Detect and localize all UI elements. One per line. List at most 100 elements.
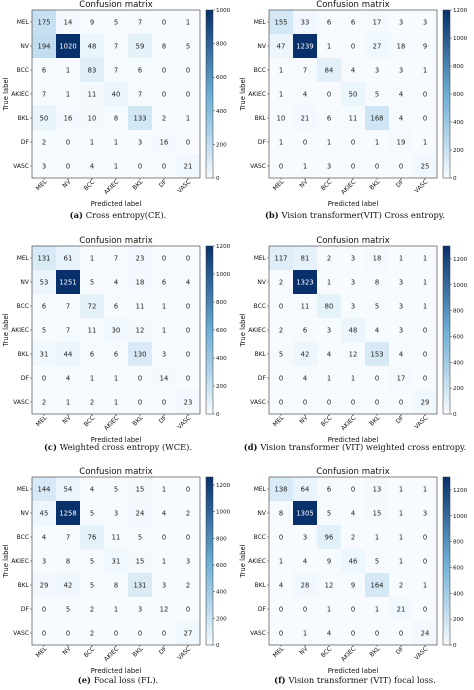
cell-value-label: 3 — [42, 162, 46, 170]
colorbar-segment — [206, 611, 213, 616]
colorbar-segment — [206, 552, 213, 558]
heatmap-cell — [32, 10, 57, 35]
cell-value-label: 96 — [325, 533, 334, 541]
cell-value-label: 31 — [112, 557, 121, 565]
cell-value-label: 12 — [325, 581, 334, 589]
cell-value-label: 1 — [114, 138, 118, 146]
y-tick-label: VASC — [250, 630, 266, 637]
heatmap-cell — [104, 621, 129, 646]
colorbar-segment — [443, 325, 450, 331]
cell-value-label: 153 — [371, 350, 384, 358]
heatmap-cell — [365, 34, 390, 59]
cell-value-label: 7 — [66, 302, 70, 310]
cell-value-label: 2 — [399, 581, 403, 589]
heatmap-cell — [269, 390, 294, 415]
x-tick-label: MEL — [272, 645, 286, 659]
cell-value-label: 0 — [375, 374, 379, 382]
colorbar-tick-label: 600 — [216, 563, 227, 569]
colorbar-segment — [443, 313, 450, 318]
heatmap-cell — [269, 130, 294, 155]
cell-value-label: 4 — [327, 350, 331, 358]
cell-value-label: 0 — [66, 138, 70, 146]
cell-value-label: 7 — [66, 326, 70, 334]
colorbar-segment — [443, 161, 450, 166]
cell-value-label: 5 — [114, 18, 118, 26]
cell-value-label: 13 — [373, 485, 382, 493]
heatmap-cell — [389, 246, 414, 271]
cell-value-label: 25 — [421, 162, 430, 170]
cell-value-label: 0 — [279, 629, 283, 637]
x-tick-label: NV — [61, 414, 73, 426]
heatmap-cell — [365, 525, 390, 550]
cell-value-label: 0 — [351, 398, 355, 406]
heatmap-cell — [80, 318, 105, 343]
colorbar-segment — [443, 556, 450, 562]
colorbar-tick-label: 200 — [453, 148, 464, 154]
colorbar-segment — [443, 119, 450, 124]
cell-value-label: 2 — [279, 278, 283, 286]
cell-value-label: 61 — [64, 254, 73, 262]
cell-value-label: 2 — [42, 138, 46, 146]
x-tick-label: NV — [298, 178, 310, 190]
colorbar-segment — [443, 615, 450, 621]
y-axis-label: True label — [239, 313, 247, 347]
heatmap-cell — [389, 10, 414, 35]
heatmap-cell — [269, 154, 294, 179]
cell-value-label: 0 — [279, 374, 283, 382]
y-axis-label: True label — [2, 313, 10, 347]
cell-value-label: 72 — [88, 302, 97, 310]
heatmap-cell — [269, 342, 294, 367]
colorbar-segment — [206, 14, 213, 19]
cell-value-label: 27 — [373, 42, 382, 50]
colorbar-frame — [205, 476, 214, 646]
heatmap-cell — [80, 621, 105, 646]
cell-value-label: 1251 — [59, 278, 76, 286]
cell-value-label: 17 — [397, 374, 406, 382]
colorbar-segment — [206, 561, 213, 566]
colorbar-segment — [443, 309, 450, 314]
heatmap-cell — [56, 342, 81, 367]
cell-value-label: 1 — [303, 162, 307, 170]
heatmap-cell — [413, 549, 438, 574]
colorbar-segment — [443, 85, 450, 91]
colorbar-frame — [442, 245, 451, 415]
heatmap-cell — [413, 597, 438, 622]
colorbar-segment — [206, 35, 213, 40]
heatmap-cell — [293, 130, 318, 155]
heatmap-cell — [104, 106, 129, 131]
cell-value-label: 11 — [112, 533, 121, 541]
x-tick-label: AKIEC — [340, 645, 358, 663]
heatmap-cell — [341, 597, 366, 622]
cell-value-label: 3 — [138, 605, 142, 613]
cell-value-label: 0 — [351, 42, 355, 50]
heatmap-cell — [152, 34, 177, 59]
heatmap-cell — [341, 318, 366, 343]
colorbar-segment — [206, 317, 213, 322]
colorbar-segment — [443, 380, 450, 385]
colorbar-tick-label: 800 — [453, 309, 464, 315]
cell-value-label: 0 — [186, 374, 190, 382]
heatmap-cell — [365, 106, 390, 131]
heatmap-cell — [152, 477, 177, 502]
panel-caption: (d) Vision transformer (VIT) weighted cr… — [244, 442, 466, 452]
cell-value-label: 4 — [303, 90, 307, 98]
colorbar-tick-label: 0 — [216, 643, 220, 649]
colorbar-segment — [206, 89, 213, 95]
heatmap-cell — [80, 294, 105, 319]
heatmap-cell — [80, 58, 105, 83]
colorbar-segment — [443, 246, 450, 251]
cell-value-label: 0 — [162, 18, 166, 26]
colorbar-segment — [443, 586, 450, 591]
colorbar-segment — [206, 409, 213, 415]
heatmap-cell — [176, 10, 201, 35]
heatmap-cell — [128, 82, 153, 107]
heatmap-cell — [341, 525, 366, 550]
colorbar-segment — [443, 624, 450, 629]
heatmap-cell — [413, 34, 438, 59]
heatmap-cell — [80, 390, 105, 415]
heatmap-cell — [80, 366, 105, 391]
heatmap-cell — [152, 525, 177, 550]
heatmap-cell — [176, 573, 201, 598]
cell-value-label: 5 — [42, 326, 46, 334]
